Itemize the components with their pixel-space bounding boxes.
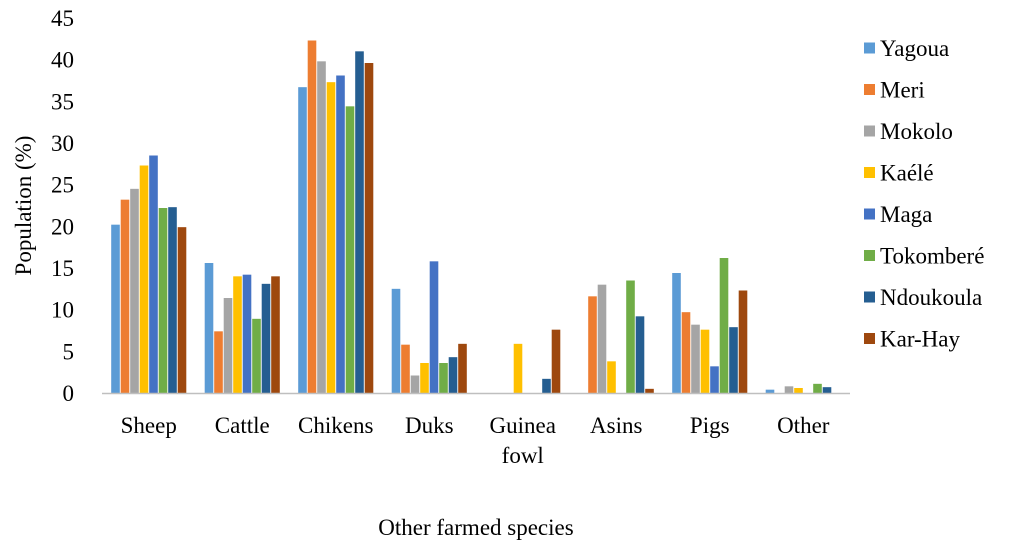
bar: [130, 188, 139, 393]
y-tick-label: 30: [51, 131, 74, 156]
bar: [700, 329, 710, 393]
legend-swatch: [864, 125, 875, 137]
y-tick-label: 5: [63, 339, 75, 364]
y-tick-label: 10: [51, 298, 74, 323]
legend-swatch: [864, 250, 875, 261]
y-tick-label: 20: [51, 214, 74, 239]
bar: [645, 388, 654, 393]
bar: [439, 363, 448, 393]
y-axis-title: Population (%): [11, 136, 36, 276]
legend-swatch: [864, 84, 875, 95]
legend: Yagoua Meri Mokolo Kaélé Maga Tokomberé Ndouko…: [864, 36, 984, 352]
legend-swatch: [864, 333, 875, 344]
bar: [448, 357, 458, 393]
x-tick-label: Pigs: [690, 413, 730, 438]
bar: [168, 207, 177, 393]
bar: [177, 227, 187, 393]
bar: [214, 331, 223, 393]
bar: [597, 284, 607, 393]
bar: [355, 51, 364, 393]
x-tick-label: Other: [777, 413, 830, 438]
legend-label: Maga: [880, 202, 932, 227]
y-tick-label: 15: [51, 256, 74, 281]
x-tick-label: Cattle: [215, 413, 270, 438]
x-tick-label: Guinea fowl: [490, 413, 556, 468]
bar: [223, 298, 233, 393]
bar: [691, 324, 700, 393]
bar: [458, 343, 467, 393]
bar: [719, 258, 729, 393]
bar: [391, 288, 401, 393]
bar: [551, 329, 561, 393]
bar: [672, 273, 681, 393]
bar: [204, 263, 214, 393]
bar: [345, 106, 355, 393]
x-tick-label: Asins: [590, 413, 642, 438]
legend-label: Yagoua: [880, 36, 949, 61]
y-tick-label: 35: [51, 89, 74, 114]
bar: [765, 389, 775, 393]
x-tick-label: Sheep: [121, 413, 177, 438]
bar: [401, 344, 410, 393]
legend-label: Ndoukoula: [880, 285, 982, 310]
y-axis-ticks: 0 5 10 15 20 25 30 35 40 45: [51, 6, 74, 406]
bar: [120, 199, 130, 393]
x-tick-label: Chikens: [298, 413, 373, 438]
x-axis-title: Other farmed species: [378, 515, 573, 540]
bar: [607, 361, 616, 393]
bar: [298, 87, 307, 394]
bar: [307, 40, 317, 393]
bar: [681, 312, 691, 393]
bar: [326, 82, 336, 394]
bar: [364, 63, 374, 393]
bars: [111, 40, 832, 394]
bar: [738, 290, 748, 393]
bar: [252, 318, 261, 393]
legend-swatch: [864, 167, 875, 178]
legend-label: Kaélé: [880, 161, 934, 186]
legend-swatch: [864, 208, 875, 220]
bar: [784, 386, 794, 393]
bar: [729, 327, 738, 393]
legend-swatch: [864, 42, 875, 54]
bar: [233, 276, 242, 393]
bar: [626, 280, 635, 393]
bar: [242, 274, 252, 393]
bar: [635, 316, 645, 393]
bar: [139, 165, 149, 393]
x-axis-category-labels: Sheep Cattle Chikens Duks Guinea fowl Asins Pig…: [121, 413, 830, 468]
bar: [410, 375, 420, 393]
bar: [271, 276, 280, 393]
y-tick-label: 40: [51, 48, 74, 73]
y-tick-label: 0: [63, 381, 75, 406]
bar: [542, 378, 551, 393]
bar: [111, 224, 120, 393]
bar: [710, 366, 719, 393]
y-tick-label: 45: [51, 6, 74, 31]
bar: [420, 363, 429, 393]
bar: [317, 61, 326, 393]
legend-label: Meri: [880, 78, 925, 103]
legend-label: Mokolo: [880, 119, 953, 144]
bar: [149, 155, 158, 393]
bar: [813, 383, 822, 393]
bar: [429, 261, 439, 393]
legend-label: Tokomberé: [880, 244, 984, 269]
y-tick-label: 25: [51, 173, 74, 198]
bar: [513, 343, 523, 393]
bar: [261, 283, 271, 393]
legend-label: Kar-Hay: [880, 327, 960, 352]
bar: [794, 388, 803, 393]
bar: [822, 387, 832, 393]
x-tick-label: Duks: [405, 413, 454, 438]
bar: [336, 75, 345, 393]
legend-swatch: [864, 291, 875, 303]
bar: [588, 296, 597, 393]
bar: [158, 208, 168, 393]
